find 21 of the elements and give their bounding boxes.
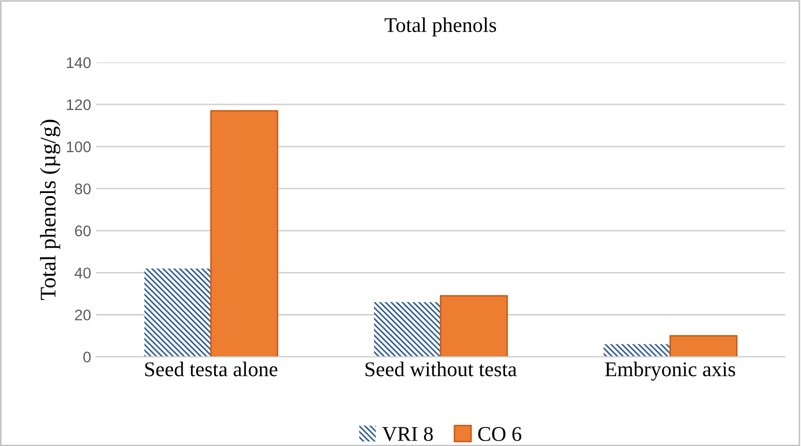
y-tick-label: 40 [74, 268, 91, 278]
legend-label: CO 6 [478, 427, 522, 442]
y-tick-label: 20 [75, 310, 91, 320]
bar [604, 344, 670, 357]
y-tick-label: 100 [66, 141, 91, 152]
y-tick-label: 0 [83, 352, 91, 362]
y-tick-label: 140 [66, 57, 91, 68]
y-tick-label: 120 [66, 99, 91, 110]
bar [440, 295, 508, 357]
y-tick-label: 80 [74, 183, 91, 194]
bar [669, 335, 738, 357]
bar [374, 302, 441, 357]
x-tick-label: Embryonic axis [605, 362, 736, 381]
legend-label: VRI 8 [382, 426, 433, 442]
x-tick-label: Seed testa alone [145, 362, 278, 376]
bar [144, 268, 211, 357]
x-tick-label: Seed without testa [366, 362, 517, 376]
y-tick-label: 60 [75, 226, 91, 236]
y-axis-title: Total phenols (µg/g) [40, 120, 60, 300]
bar [210, 110, 278, 357]
chart-title: Total phenols [384, 17, 496, 36]
